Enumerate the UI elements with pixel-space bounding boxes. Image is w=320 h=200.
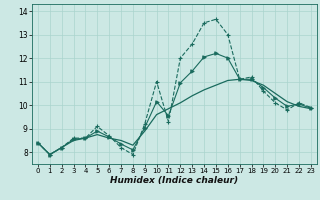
X-axis label: Humidex (Indice chaleur): Humidex (Indice chaleur) [110,176,238,185]
